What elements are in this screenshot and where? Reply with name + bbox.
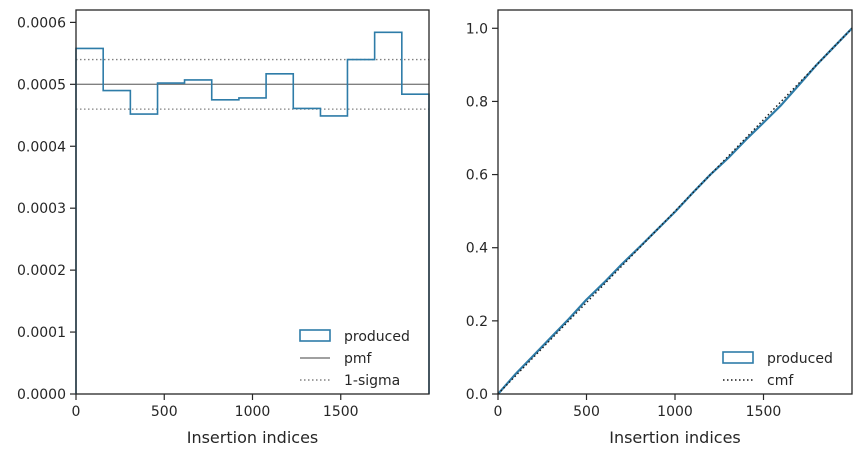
legend-handle-produced bbox=[722, 351, 754, 364]
x-tick-label: 500 bbox=[573, 404, 600, 420]
y-tick-label: 0.2 bbox=[466, 314, 488, 330]
y-tick-label: 0.8 bbox=[466, 94, 488, 110]
x-tick-label: 1500 bbox=[323, 404, 359, 420]
x-tick-label: 1500 bbox=[746, 404, 782, 420]
y-tick-label: 1.0 bbox=[466, 21, 488, 37]
y-tick-label: 0.0 bbox=[466, 387, 488, 403]
x-tick-label: 0 bbox=[72, 404, 81, 420]
cmf-line bbox=[497, 27, 853, 395]
legend-handle-produced bbox=[299, 329, 331, 342]
y-tick-label: 0.0001 bbox=[17, 325, 66, 341]
cumulative-chart: 0 500 1000 1500 0.0 0.2 0.4 0.6 0.8 1.0 Insertion … bbox=[466, 9, 853, 447]
y-tick-label: 0.0002 bbox=[17, 263, 66, 279]
histogram-bin bbox=[185, 80, 212, 394]
histogram-bin bbox=[130, 114, 157, 394]
produced-step-outline bbox=[75, 31, 430, 394]
plot-frame bbox=[75, 9, 430, 395]
y-tick-label: 0.4 bbox=[466, 241, 488, 257]
histogram-bin bbox=[293, 108, 320, 394]
histogram-bin bbox=[402, 94, 429, 394]
histogram-bin bbox=[76, 48, 103, 394]
y-tick-label: 0.0004 bbox=[17, 139, 66, 155]
x-axis-label: Insertion indices bbox=[609, 428, 741, 447]
y-tick-label: 0.0003 bbox=[17, 201, 66, 217]
legend-label-produced: produced bbox=[344, 329, 410, 345]
x-tick-label: 1000 bbox=[235, 404, 271, 420]
legend-label-cmf: cmf bbox=[767, 373, 794, 389]
x-tick-label: 1000 bbox=[657, 404, 693, 420]
x-axis-label: Insertion indices bbox=[187, 428, 319, 447]
histogram-bin bbox=[266, 74, 293, 394]
y-tick-label: 0.0000 bbox=[17, 387, 66, 403]
plot-frame bbox=[497, 9, 853, 395]
y-tick-label: 0.6 bbox=[466, 168, 488, 184]
y-tick-label: 0.0005 bbox=[17, 77, 66, 93]
histogram-bin bbox=[103, 91, 130, 394]
legend-label-sigma: 1-sigma bbox=[344, 373, 400, 389]
y-tick-label: 0.0006 bbox=[17, 15, 66, 31]
histogram-bin bbox=[158, 83, 185, 394]
x-tick-label: 500 bbox=[151, 404, 178, 420]
x-tick-label: 0 bbox=[494, 404, 503, 420]
histogram-bin bbox=[239, 98, 266, 394]
histogram-chart: 0 500 1000 1500 0.0000 0.0001 0.0002 0.0003 0.00… bbox=[17, 9, 430, 447]
legend-label-pmf: pmf bbox=[344, 351, 373, 367]
legend-label-produced: produced bbox=[767, 351, 833, 367]
histogram-bin bbox=[212, 100, 239, 394]
